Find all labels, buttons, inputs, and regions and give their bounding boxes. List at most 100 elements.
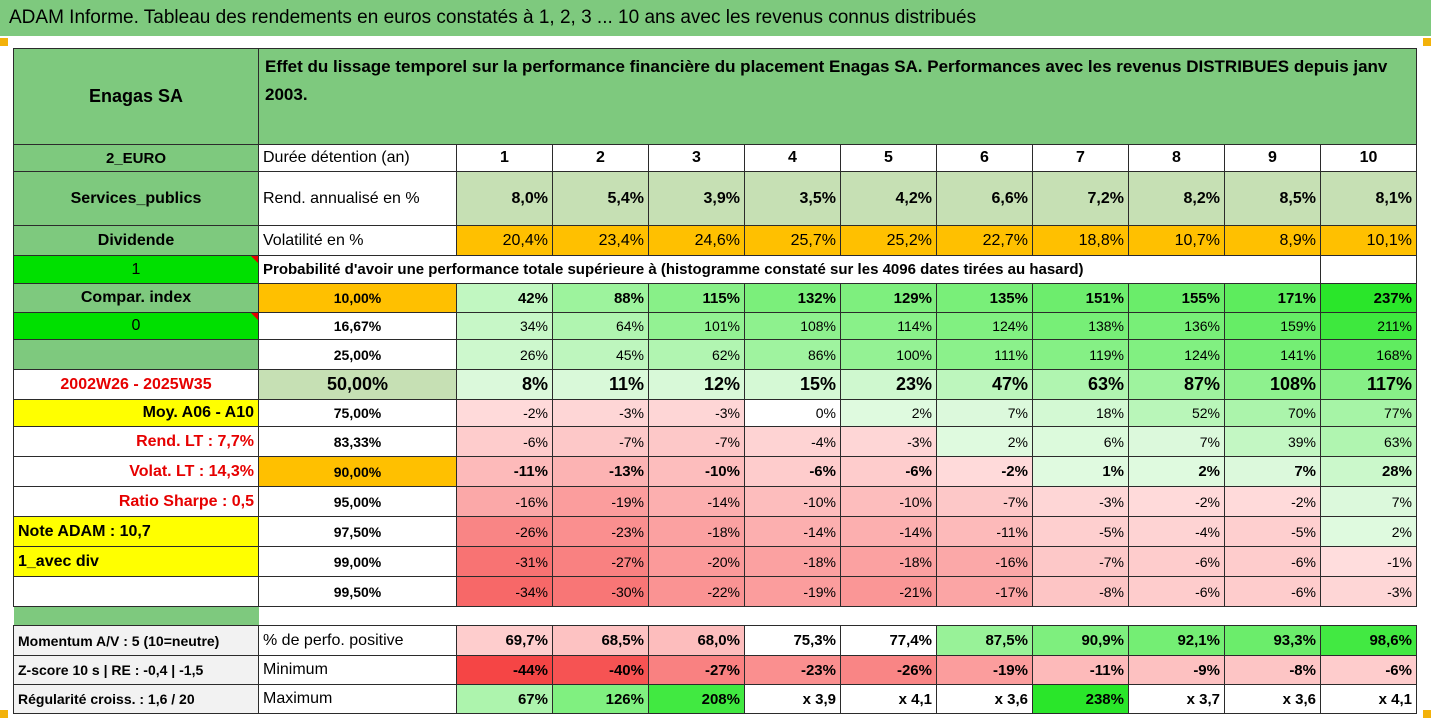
dividend-label: Dividende [13, 225, 259, 256]
probability-value: 7% [936, 399, 1033, 427]
volatility-value: 18,8% [1032, 225, 1129, 256]
bottom-value: -11% [1032, 655, 1129, 685]
year-header: 6 [936, 144, 1033, 172]
probability-value: -6% [456, 426, 553, 457]
probability-value: -11% [456, 456, 553, 487]
year-header: 2 [552, 144, 649, 172]
blank-cell [13, 576, 259, 607]
annualized-return: 8,5% [1224, 171, 1321, 226]
threshold-pct: 75,00% [258, 399, 457, 427]
volatility-value: 8,9% [1224, 225, 1321, 256]
bottom-value: x 3,6 [1224, 684, 1321, 714]
probability-value: -10% [648, 456, 745, 487]
probability-value: 34% [456, 312, 553, 340]
bottom-value: -44% [456, 655, 553, 685]
bottom-value: 98,6% [1320, 625, 1417, 656]
bottom-value: x 3,9 [744, 684, 841, 714]
zero-flag: 0 [13, 312, 259, 340]
annualized-return: 3,9% [648, 171, 745, 226]
bottom-value: 68,0% [648, 625, 745, 656]
probability-value: -6% [1128, 576, 1225, 607]
probability-value: 39% [1224, 426, 1321, 457]
probability-value: 155% [1128, 283, 1225, 313]
probability-value: -34% [456, 576, 553, 607]
probability-value: -6% [1224, 546, 1321, 577]
spacer-cell [13, 606, 259, 626]
probability-value: -3% [1320, 576, 1417, 607]
probability-value: 168% [1320, 339, 1417, 370]
probability-value: 64% [552, 312, 649, 340]
probability-value: 136% [1128, 312, 1225, 340]
probability-value: 138% [1032, 312, 1129, 340]
bottom-value: 68,5% [552, 625, 649, 656]
row-label: Minimum [258, 655, 457, 685]
threshold-pct: 99,50% [258, 576, 457, 607]
probability-value: 111% [936, 339, 1033, 370]
probability-value: -14% [840, 516, 937, 547]
probability-value: 6% [1032, 426, 1129, 457]
probability-value: 115% [648, 283, 745, 313]
annualized-return: 8,2% [1128, 171, 1225, 226]
bottom-value: x 3,7 [1128, 684, 1225, 714]
probability-value: -6% [840, 456, 937, 487]
probability-value: -6% [1224, 576, 1321, 607]
corner-marker [0, 38, 8, 46]
probability-value: -10% [840, 486, 937, 517]
annualized-return: 8,0% [456, 171, 553, 226]
probability-value: 62% [648, 339, 745, 370]
annualized-return: 3,5% [744, 171, 841, 226]
threshold-pct: 95,00% [258, 486, 457, 517]
probability-value: 124% [936, 312, 1033, 340]
probability-value: 45% [552, 339, 649, 370]
bottom-value: x 4,1 [1320, 684, 1417, 714]
report-title: ADAM Informe. Tableau des rendements en … [0, 0, 1431, 36]
probability-value: 77% [1320, 399, 1417, 427]
threshold-pct: 16,67% [258, 312, 457, 340]
probability-value: 8% [456, 369, 553, 400]
probability-value: 63% [1320, 426, 1417, 457]
probability-value: -3% [648, 399, 745, 427]
probability-value: -4% [1128, 516, 1225, 547]
probability-value: 117% [1320, 369, 1417, 400]
probability-value: 108% [744, 312, 841, 340]
volatility-value: 23,4% [552, 225, 649, 256]
bottom-value: -8% [1224, 655, 1321, 685]
probability-value: 7% [1320, 486, 1417, 517]
row-label: Volatilité en % [258, 225, 457, 256]
probability-value: 159% [1224, 312, 1321, 340]
probability-value: 151% [1032, 283, 1129, 313]
bottom-left-label: Momentum A/V : 5 (10=neutre) [13, 625, 259, 656]
probability-value: 63% [1032, 369, 1129, 400]
bottom-value: 75,3% [744, 625, 841, 656]
probability-value: -2% [1224, 486, 1321, 517]
bottom-value: 126% [552, 684, 649, 714]
year-header: 9 [1224, 144, 1321, 172]
annualized-return: 4,2% [840, 171, 937, 226]
probability-value: -16% [456, 486, 553, 517]
year-header: 7 [1032, 144, 1129, 172]
probability-value: 88% [552, 283, 649, 313]
bottom-left-label: Z-score 10 s | RE : -0,4 | -1,5 [13, 655, 259, 685]
volat-lt-label: Volat. LT : 14,3% [13, 456, 259, 487]
corner-marker [1423, 38, 1431, 46]
probability-value: 108% [1224, 369, 1321, 400]
probability-value: 52% [1128, 399, 1225, 427]
bottom-value: 69,7% [456, 625, 553, 656]
probability-value: 101% [648, 312, 745, 340]
bottom-value: 208% [648, 684, 745, 714]
probability-value: -13% [552, 456, 649, 487]
probability-value: 18% [1032, 399, 1129, 427]
row-label: Rend. annualisé en % [258, 171, 457, 226]
annualized-return: 6,6% [936, 171, 1033, 226]
probability-value: -10% [744, 486, 841, 517]
bottom-value: 92,1% [1128, 625, 1225, 656]
probability-value: -21% [840, 576, 937, 607]
year-header: 4 [744, 144, 841, 172]
adam-note-label: Note ADAM : 10,7 [13, 516, 259, 547]
period-label: 2002W26 - 2025W35 [13, 369, 259, 400]
probability-value: -27% [552, 546, 649, 577]
threshold-pct: 97,50% [258, 516, 457, 547]
probability-value: 26% [456, 339, 553, 370]
returns-table: Enagas SA Effet du lissage temporel sur l… [13, 48, 1417, 714]
bottom-value: -19% [936, 655, 1033, 685]
